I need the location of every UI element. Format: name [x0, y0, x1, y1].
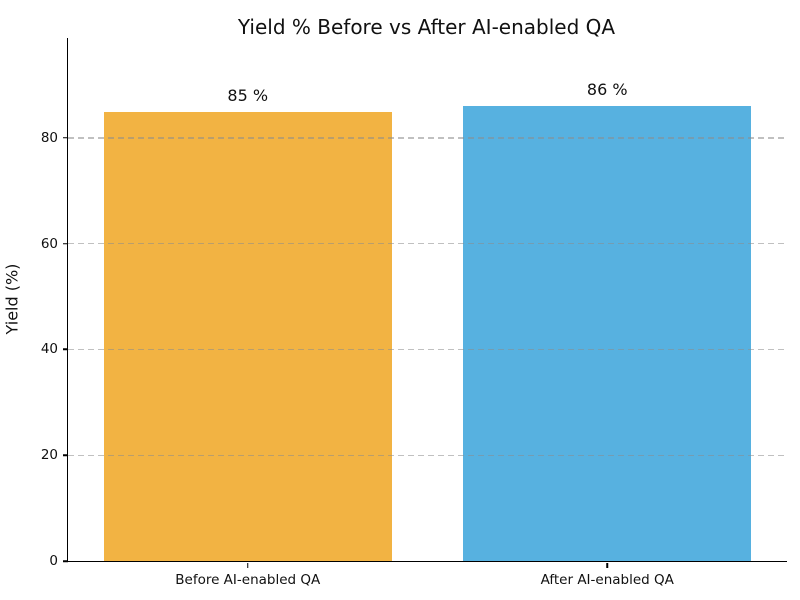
- plot-area: 0 20 40 60 80 85 % Before AI-enabled QA 86 % Aft…: [41, 38, 787, 588]
- y-tick-label-40: 40: [40, 341, 58, 358]
- bar-value-label-1: 85 %: [227, 85, 269, 105]
- y-tick-mark-0: [63, 560, 68, 562]
- y-tick-mark-40: [63, 348, 68, 351]
- x-tick-mark-1: [247, 562, 249, 568]
- y-tick-mark-60: [63, 242, 68, 245]
- y-axis-title: Yield (%): [2, 263, 22, 335]
- chart-title: Yield % Before vs After AI-enabled QA: [237, 15, 616, 39]
- y-tick-mark-80: [63, 137, 68, 139]
- x-tick-label-1: Before AI-enabled QA: [175, 572, 321, 588]
- bar-2: [463, 106, 752, 561]
- y-tick-label-0: 0: [49, 553, 58, 569]
- x-tick-mark-2: [606, 562, 608, 568]
- y-tick-label-20: 20: [40, 447, 58, 464]
- y-tick-label-80: 80: [40, 129, 58, 146]
- bar-1: [103, 111, 392, 561]
- y-tick-label-60: 60: [40, 235, 58, 252]
- x-tick-label-2: After AI-enabled QA: [540, 572, 674, 588]
- bar-value-label-2: 86 %: [586, 80, 628, 100]
- y-tick-mark-20: [63, 454, 68, 456]
